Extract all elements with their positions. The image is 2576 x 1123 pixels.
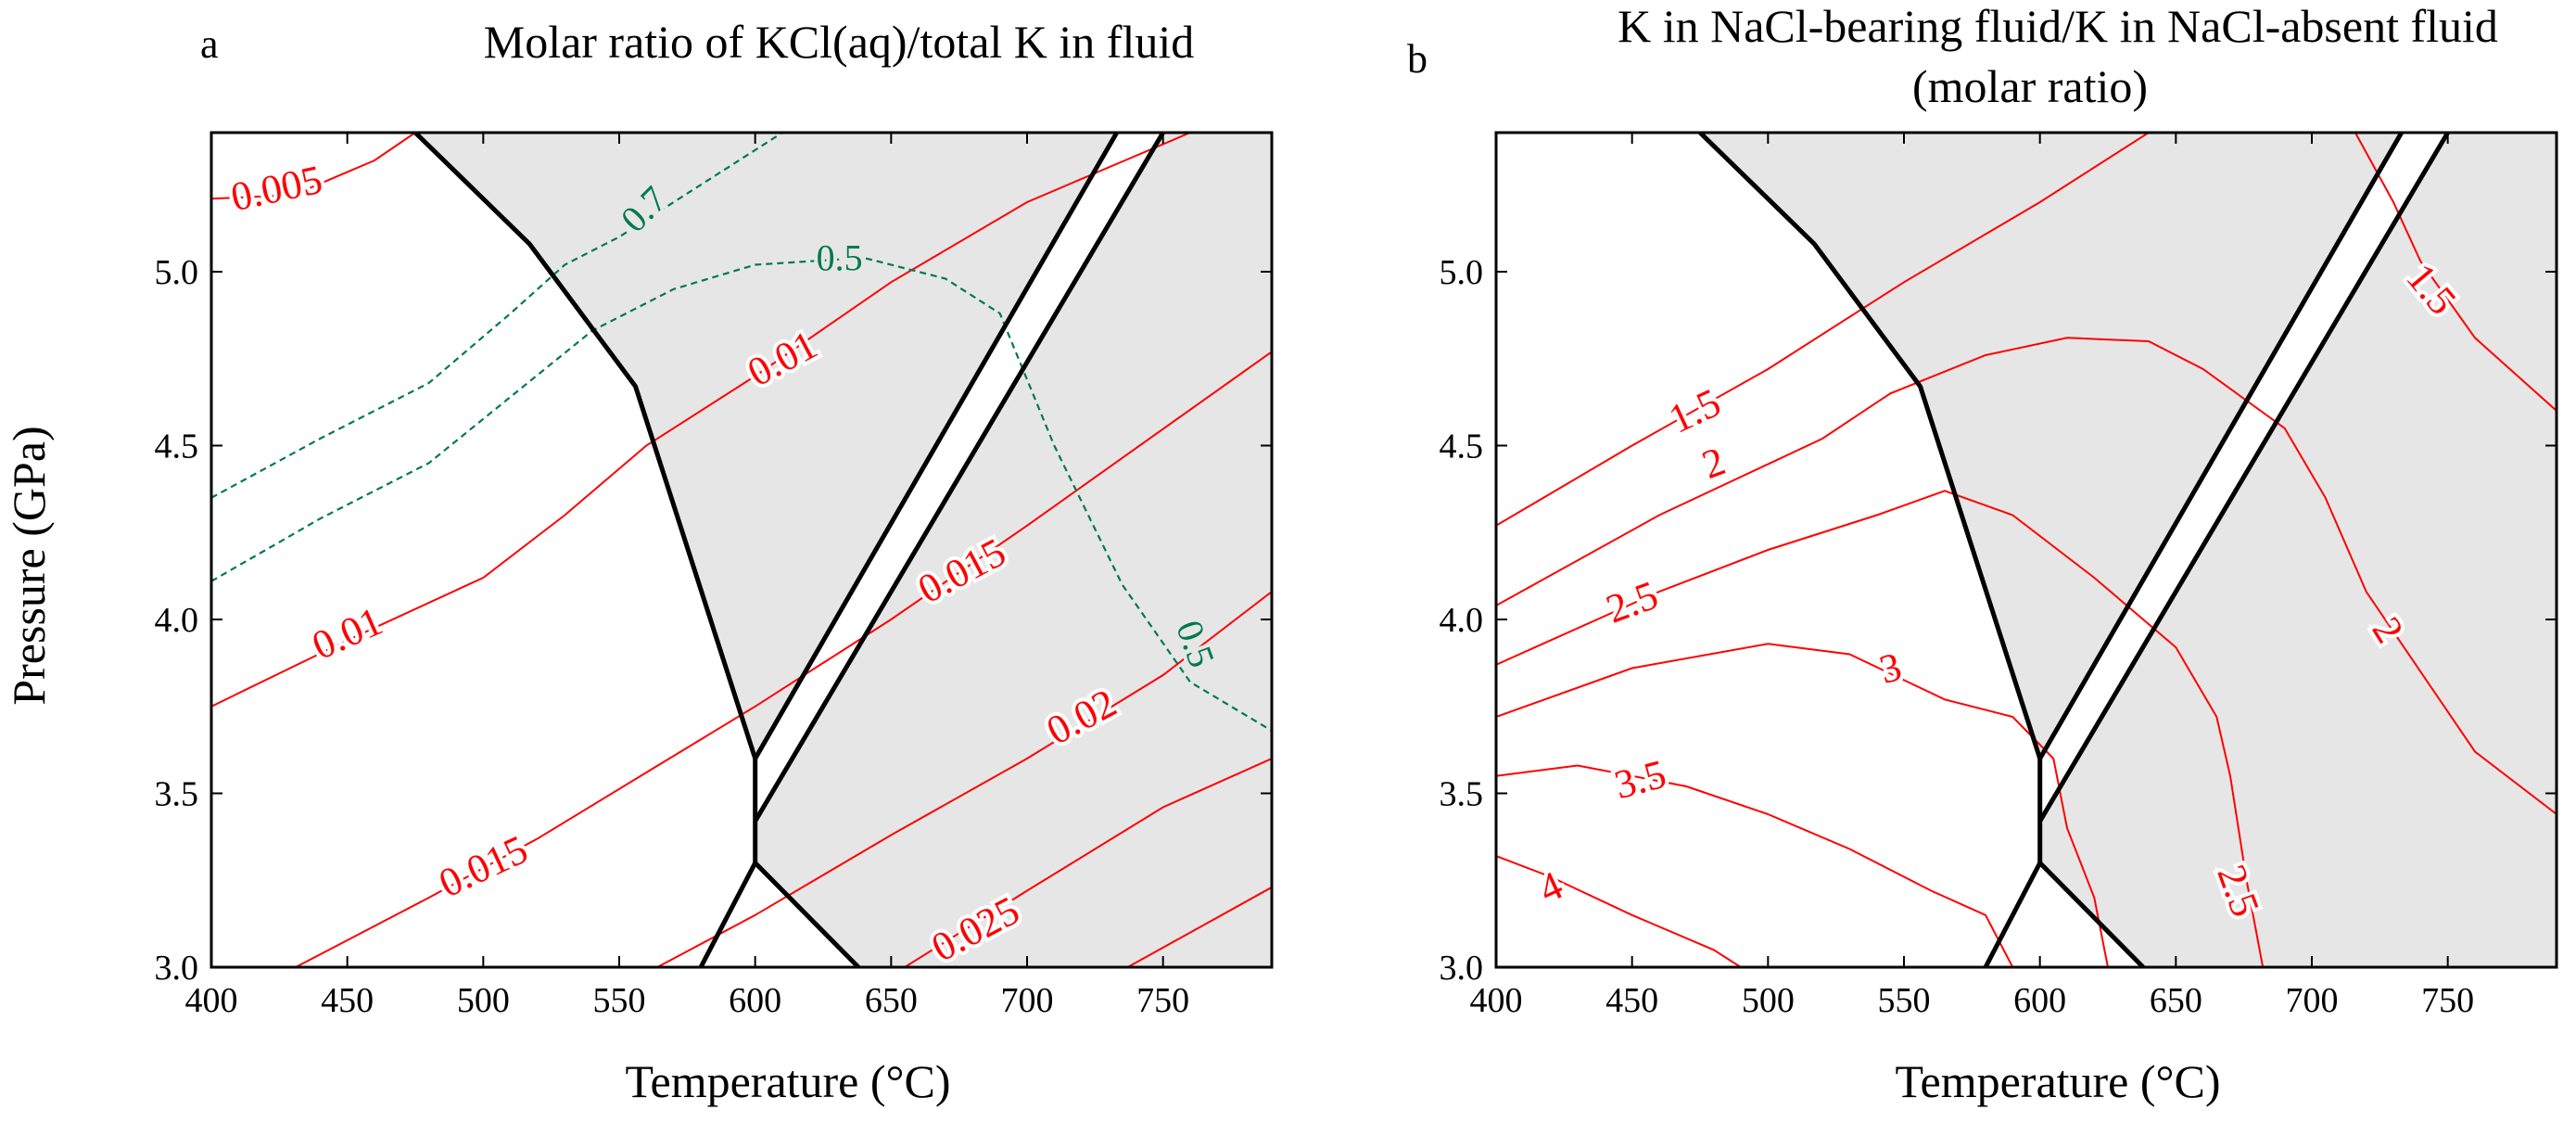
x-tick-label: 600 bbox=[2013, 981, 2066, 1020]
contour-line-0.015 bbox=[295, 351, 1272, 967]
panel-a-title: Molar ratio of KCl(aq)/total K in fluid bbox=[484, 16, 1195, 68]
contour-line-2.5 bbox=[1496, 490, 2265, 967]
shaded-field-upper bbox=[415, 133, 1117, 759]
x-tick-label: 500 bbox=[1742, 981, 1795, 1020]
panel-b-axes-frame bbox=[1494, 131, 2558, 969]
panel-b-title-line2: (molar ratio) bbox=[1912, 60, 2148, 112]
phase-boundary-5 bbox=[2037, 133, 2404, 760]
contour-line-unlabeled bbox=[1127, 886, 1272, 967]
shaded-field-right bbox=[755, 133, 1272, 967]
phase-boundary-4 bbox=[2037, 861, 2145, 967]
panel-a-plot-area: 0.0050.010.010.0150.0150.020.0250.70.50.… bbox=[155, 131, 1274, 1020]
x-tick-label: 500 bbox=[457, 981, 510, 1020]
y-tick-label: 3.5 bbox=[1440, 775, 1484, 814]
phase-boundary-3 bbox=[1983, 861, 2042, 967]
phase-boundary-0 bbox=[1698, 133, 2043, 759]
y-tick-label: 3.0 bbox=[155, 949, 199, 988]
panel-a-contents bbox=[211, 133, 1272, 967]
y-tick-label: 3.5 bbox=[155, 775, 199, 814]
panel-a-axes-frame bbox=[209, 131, 1274, 969]
panel-b-letter: b bbox=[1407, 36, 1428, 82]
y-tick-label: 4.0 bbox=[155, 601, 199, 640]
x-tick-label: 750 bbox=[1136, 981, 1189, 1020]
shaded-field-right bbox=[2039, 133, 2557, 967]
contour-line-3 bbox=[1496, 643, 2109, 967]
x-tick-label: 650 bbox=[865, 981, 918, 1020]
x-tick-label: 600 bbox=[729, 981, 781, 1020]
phase-boundary-3 bbox=[698, 861, 757, 967]
shaded-field-upper bbox=[1700, 133, 2402, 759]
phase-boundary-6 bbox=[753, 133, 1165, 823]
panel-b: b K in NaCl-bearing fluid/K in NaCl-abse… bbox=[1407, 0, 2558, 1107]
x-tick-label: 550 bbox=[593, 981, 646, 1020]
contour-line-1.5-right bbox=[2354, 133, 2557, 412]
contour-line-0.025 bbox=[904, 758, 1272, 967]
contour-line-4 bbox=[1496, 855, 1742, 967]
contour-line-0.005 bbox=[211, 133, 416, 200]
contour-line-2 bbox=[1496, 337, 2557, 815]
panel-a-letter: a bbox=[200, 21, 219, 67]
y-tick-label: 4.5 bbox=[155, 428, 199, 466]
x-tick-label: 700 bbox=[1001, 981, 1054, 1020]
panel-a-y-axis-label: Pressure (GPa) bbox=[3, 426, 55, 705]
contour-line-0.02 bbox=[656, 591, 1272, 967]
panel-a-x-axis-label: Temperature (°C) bbox=[625, 1055, 950, 1107]
dashed-contour-0.7-lower bbox=[211, 133, 783, 499]
x-tick-label: 550 bbox=[1878, 981, 1931, 1020]
y-tick-label: 4.5 bbox=[1440, 428, 1484, 466]
y-tick-label: 4.0 bbox=[1440, 601, 1484, 640]
panel-a: a Molar ratio of KCl(aq)/total K in flui… bbox=[3, 16, 1274, 1107]
x-tick-label: 700 bbox=[2286, 981, 2339, 1020]
y-tick-label: 3.0 bbox=[1440, 949, 1484, 988]
phase-boundary-0 bbox=[413, 133, 758, 759]
x-tick-label: 750 bbox=[2421, 981, 2474, 1020]
dashed-contour-label: 0.5 bbox=[817, 237, 863, 279]
panel-b-contents bbox=[1496, 133, 2557, 967]
contour-line-1.5 bbox=[1496, 133, 2150, 527]
x-tick-label: 400 bbox=[185, 981, 238, 1020]
phase-boundary-4 bbox=[753, 861, 860, 967]
y-tick-label: 5.0 bbox=[1440, 253, 1484, 292]
x-tick-label: 450 bbox=[1605, 981, 1658, 1020]
x-tick-label: 650 bbox=[2150, 981, 2202, 1020]
x-tick-label: 400 bbox=[1470, 981, 1523, 1020]
x-tick-label: 450 bbox=[321, 981, 374, 1020]
contour-line-0.01 bbox=[211, 133, 1191, 708]
phase-boundary-5 bbox=[753, 133, 1119, 760]
contour-line-3.5 bbox=[1496, 764, 2014, 967]
phase-boundary-6 bbox=[2037, 133, 2450, 823]
panel-b-title-line1: K in NaCl-bearing fluid/K in NaCl-absent… bbox=[1618, 0, 2498, 52]
y-tick-label: 5.0 bbox=[155, 253, 199, 292]
panel-b-x-axis-label: Temperature (°C) bbox=[1895, 1055, 2220, 1107]
